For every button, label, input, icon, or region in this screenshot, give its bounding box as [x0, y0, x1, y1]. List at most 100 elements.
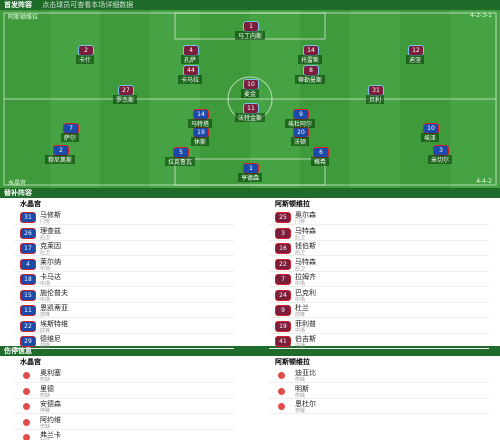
player-detail: 停赛 — [40, 408, 51, 414]
player-name[interactable]: 亨德森 — [237, 173, 263, 182]
player-name[interactable]: 孔萨 — [180, 55, 200, 64]
status-icon — [278, 372, 285, 379]
player-shirt[interactable]: 41 — [275, 336, 291, 347]
player-name[interactable]: 蒂勒曼斯 — [294, 75, 326, 84]
section-bar: 伤停信息 — [0, 346, 500, 356]
row-divider — [269, 382, 489, 383]
player-name[interactable]: 卡马拉 — [177, 75, 203, 84]
subtitle: 点击球员可查看本场详细数据 — [42, 1, 134, 9]
player-shirt[interactable]: 17 — [20, 243, 36, 254]
row-divider — [269, 413, 489, 414]
player-name[interactable]: 马特森 — [295, 257, 316, 266]
player-detail: 前锋 — [40, 343, 51, 349]
player-shirt[interactable]: 26 — [20, 227, 36, 239]
player-detail: 后卫 — [295, 265, 306, 272]
player-name[interactable]: 奥利塞 — [40, 369, 61, 377]
player-name[interactable]: 莱尔纳 — [40, 257, 61, 266]
row-divider — [269, 255, 489, 256]
player-detail: 后卫 — [295, 234, 306, 241]
player-shirt[interactable]: 4 — [20, 258, 36, 270]
player-name[interactable]: 埃泽 — [420, 133, 440, 142]
player-shirt[interactable]: 29 — [20, 336, 36, 347]
row-divider — [269, 239, 489, 241]
player-shirt[interactable]: 19 — [275, 320, 291, 332]
section-title: 伤停信息 — [4, 347, 32, 355]
player-shirt[interactable]: 25 — [275, 212, 291, 223]
row-divider — [14, 317, 234, 318]
player-name[interactable]: 里德 — [40, 384, 54, 393]
player-name[interactable]: 伯吉斯 — [295, 335, 316, 343]
player-name[interactable]: 恩杜尔 — [295, 400, 316, 408]
player-name[interactable]: 德维尼 — [40, 335, 61, 343]
row-divider — [14, 224, 234, 225]
player-name[interactable]: 麦金 — [240, 89, 260, 98]
formation: 4-4-2 — [476, 178, 492, 185]
player-detail: 存疑 — [295, 408, 306, 414]
row-divider — [269, 224, 489, 225]
status-icon — [23, 372, 30, 379]
player-shirt[interactable]: 15 — [20, 289, 36, 301]
player-detail: 中场 — [40, 265, 51, 272]
player-detail: 中场 — [295, 343, 306, 349]
player-name[interactable]: 巴克利 — [295, 288, 316, 297]
team-name: 阿斯顿维拉 — [275, 358, 310, 366]
player-name[interactable]: 菲利普 — [295, 319, 316, 328]
player-shirt[interactable]: 11 — [20, 305, 36, 316]
player-name[interactable]: 弗兰卡 — [40, 431, 61, 439]
player-name[interactable]: 穆尼奥斯 — [44, 155, 76, 164]
player-name[interactable]: 萨尔 — [60, 133, 80, 142]
player-detail: 后卫 — [40, 234, 51, 241]
player-name[interactable]: 格希 — [310, 157, 330, 166]
player-detail: 中场 — [40, 296, 51, 303]
player-name[interactable]: 拉克鲁瓦 — [164, 157, 196, 166]
player-name[interactable]: 迪涅 — [405, 55, 425, 64]
player-shirt[interactable]: 9 — [275, 305, 291, 316]
player-name[interactable]: 迪亚比 — [295, 369, 316, 377]
player-shirt[interactable]: 24 — [275, 289, 291, 301]
status-icon — [23, 418, 30, 426]
player-name[interactable]: 拉姆齐 — [295, 273, 316, 281]
player-name[interactable]: 米切尔 — [427, 155, 453, 164]
row-divider — [269, 397, 489, 399]
row-divider — [269, 348, 489, 349]
player-name[interactable]: 恩凯蒂亚 — [40, 304, 68, 312]
player-name[interactable]: 马特森 — [295, 226, 316, 235]
row-divider — [14, 397, 234, 399]
player-shirt[interactable]: 22 — [275, 258, 291, 270]
player-name[interactable]: 马丁内斯 — [234, 31, 266, 40]
player-name[interactable]: 罗杰斯 — [112, 95, 138, 104]
player-name[interactable]: 托雷斯 — [297, 55, 323, 64]
status-icon — [23, 387, 30, 395]
row-divider — [14, 255, 234, 256]
player-shirt[interactable]: 31 — [20, 212, 36, 223]
player-shirt[interactable]: 3 — [275, 227, 291, 239]
player-name[interactable]: 休斯 — [190, 137, 210, 146]
player-name[interactable]: 卡马达 — [40, 273, 61, 281]
player-name[interactable]: 沃顿 — [290, 137, 310, 146]
player-detail: 后卫 — [295, 250, 306, 256]
player-name[interactable]: 马特塔 — [187, 119, 213, 128]
player-shirt[interactable]: 7 — [275, 274, 291, 285]
player-shirt[interactable]: 18 — [20, 274, 36, 285]
player-name[interactable]: 杜兰 — [295, 304, 309, 312]
player-shirt[interactable]: 22 — [20, 320, 36, 332]
row-divider — [14, 270, 234, 272]
player-name[interactable]: 安德森 — [40, 400, 61, 408]
row-divider — [14, 239, 234, 241]
player-name[interactable]: 埃斯特维 — [40, 319, 68, 328]
team-name: 水晶宫 — [20, 200, 41, 208]
player-shirt[interactable]: 16 — [275, 243, 291, 254]
player-name[interactable]: 施伦普夫 — [40, 288, 68, 297]
player-name[interactable]: 奥尔森 — [295, 211, 316, 219]
player-name[interactable]: 克莱因 — [40, 242, 61, 250]
player-name[interactable]: 理查兹 — [40, 226, 61, 235]
player-name[interactable]: 贝利 — [365, 95, 385, 104]
player-name[interactable]: 钱伯斯 — [295, 242, 316, 250]
player-name[interactable]: 阿约维 — [40, 415, 61, 424]
player-name[interactable]: 明斯 — [295, 384, 309, 393]
player-name[interactable]: 卡什 — [75, 55, 95, 64]
player-name[interactable]: 沃特金斯 — [234, 113, 266, 122]
player-detail: 中场 — [295, 281, 306, 287]
player-name[interactable]: 埃杜阿尔 — [284, 119, 316, 128]
player-name[interactable]: 马修斯 — [40, 211, 61, 219]
